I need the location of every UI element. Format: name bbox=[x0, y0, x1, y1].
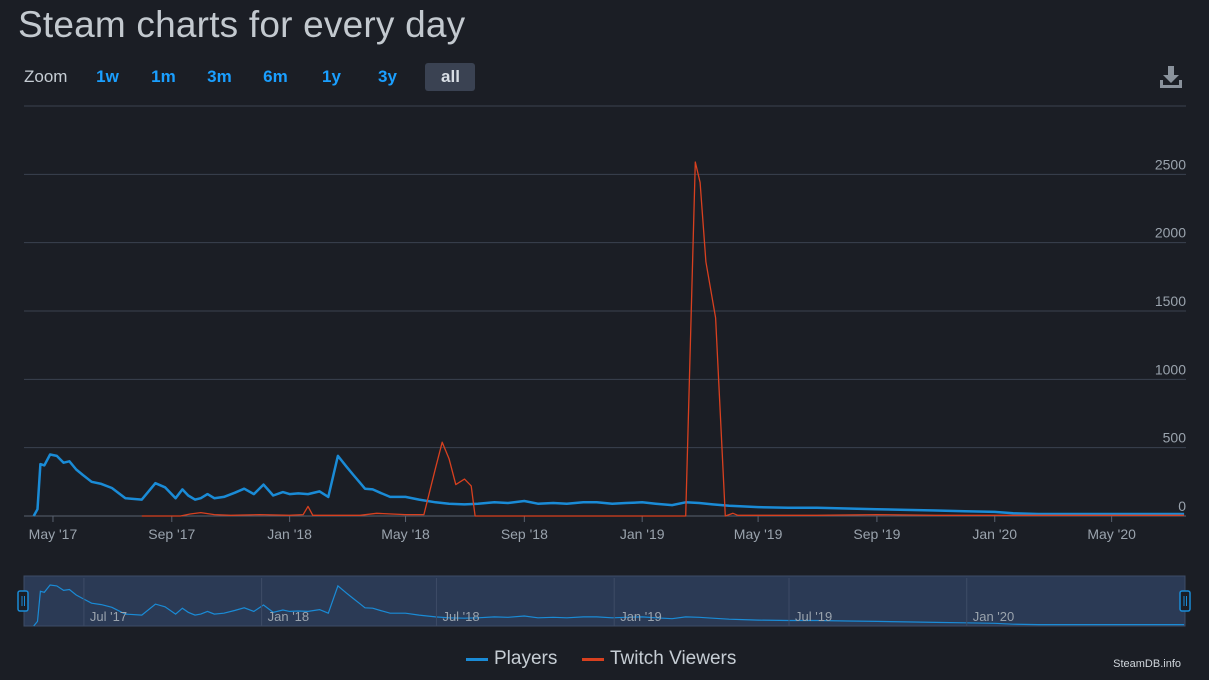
navigator-tick-label: Jan '18 bbox=[268, 609, 310, 624]
series-lines bbox=[32, 161, 1185, 517]
x-tick-label: Sep '17 bbox=[148, 526, 195, 542]
x-tick-label: Sep '18 bbox=[501, 526, 548, 542]
zoom-bar: Zoom 1w 1m 3m 6m 1y 3y all bbox=[24, 62, 476, 92]
legend-swatch-twitch bbox=[582, 657, 604, 661]
navigator-tick-labels: Jul '17 Jan '18 Jul '18 Jan '19 Jul '19 Jan '… bbox=[83, 578, 1015, 626]
zoom-3m-button[interactable]: 3m bbox=[207, 67, 232, 86]
navigator-line-players bbox=[33, 584, 1185, 627]
navigator-tick-label: Jul '19 bbox=[795, 609, 832, 624]
y-tick-label: 2000 bbox=[1155, 225, 1186, 241]
legend-item-players[interactable]: Players bbox=[466, 648, 557, 670]
x-tick-label: May '20 bbox=[1087, 526, 1136, 542]
zoom-all-button[interactable]: all bbox=[425, 63, 476, 91]
y-tick-label: 500 bbox=[1163, 430, 1187, 446]
zoom-6m-button[interactable]: 6m bbox=[263, 67, 288, 86]
y-tick-label: 1500 bbox=[1155, 293, 1186, 309]
x-tick-label: May '18 bbox=[381, 526, 430, 542]
x-tick-label: Jan '19 bbox=[620, 526, 665, 542]
zoom-1m-button[interactable]: 1m bbox=[151, 67, 176, 86]
legend-label-players: Players bbox=[494, 648, 558, 669]
y-tick-label: 0 bbox=[1178, 498, 1186, 514]
x-tick-label: Jan '18 bbox=[267, 526, 312, 542]
x-tick-label: May '19 bbox=[734, 526, 783, 542]
legend-item-twitch-viewers[interactable]: Twitch Viewers bbox=[582, 648, 736, 670]
grid-lines bbox=[24, 173, 1186, 517]
x-axis-tick-labels: May '17 Sep '17 Jan '18 May '18 Sep '18 Jan '… bbox=[29, 516, 1136, 542]
zoom-label: Zoom bbox=[24, 67, 68, 86]
page-title: Steam charts for every day bbox=[18, 4, 466, 45]
navigator-left-handle[interactable] bbox=[17, 590, 29, 612]
zoom-1w-button[interactable]: 1w bbox=[96, 67, 119, 86]
players-twitch-chart: 0 500 1000 1500 2000 2500 May '17 Sep '17 Jan '… bbox=[17, 105, 1191, 627]
range-navigator[interactable]: Jul '17 Jan '18 Jul '18 Jan '19 Jul '19 Jan '… bbox=[17, 575, 1191, 627]
zoom-1y-button[interactable]: 1y bbox=[322, 67, 341, 86]
y-axis-tick-labels: 0 500 1000 1500 2000 2500 bbox=[1155, 156, 1186, 514]
download-icon[interactable] bbox=[1158, 64, 1184, 90]
legend-swatch-players bbox=[466, 657, 488, 661]
navigator-tick-label: Jan '19 bbox=[620, 609, 662, 624]
navigator-tick-label: Jul '18 bbox=[442, 609, 479, 624]
y-tick-label: 1000 bbox=[1155, 361, 1186, 377]
series-line-twitch-viewers[interactable] bbox=[141, 161, 1185, 517]
navigator-tick-label: Jul '17 bbox=[90, 609, 127, 624]
navigator-series bbox=[33, 584, 1185, 627]
steamdb-credit: SteamDB.info bbox=[1113, 658, 1181, 670]
x-tick-label: May '17 bbox=[29, 526, 78, 542]
zoom-3y-button[interactable]: 3y bbox=[378, 67, 397, 86]
series-line-players[interactable] bbox=[32, 453, 1185, 517]
legend: Players Twitch Viewers bbox=[0, 648, 1209, 672]
navigator-tick-label: Jan '20 bbox=[973, 609, 1015, 624]
x-tick-label: Sep '19 bbox=[853, 526, 900, 542]
legend-label-twitch-viewers: Twitch Viewers bbox=[610, 648, 737, 669]
y-tick-label: 2500 bbox=[1155, 156, 1186, 172]
x-tick-label: Jan '20 bbox=[972, 526, 1017, 542]
navigator-right-handle[interactable] bbox=[1179, 590, 1191, 612]
